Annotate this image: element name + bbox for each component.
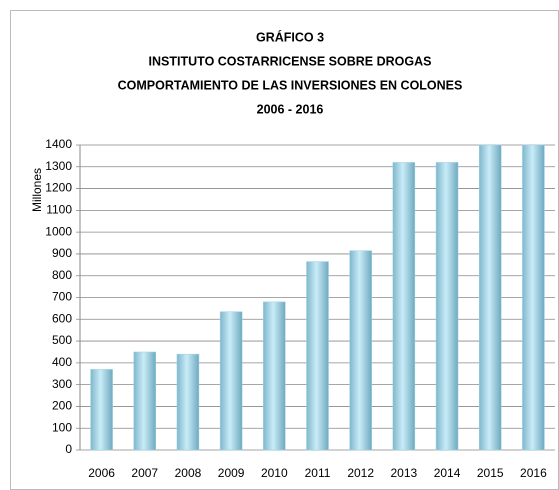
- bar: [478, 144, 502, 451]
- bar: [522, 144, 545, 451]
- y-tick-label: 1200: [45, 181, 72, 195]
- bar: [90, 369, 113, 451]
- y-tick-label: 900: [52, 246, 72, 260]
- x-tick-label: 2010: [261, 466, 288, 480]
- x-tick-label: 2009: [218, 466, 245, 480]
- x-tick-label: 2013: [391, 466, 418, 480]
- bar: [219, 311, 243, 451]
- bar: [133, 351, 157, 451]
- x-tick-label: 2008: [175, 466, 202, 480]
- chart-title: 2006 - 2016: [257, 102, 324, 116]
- y-tick-label: 200: [52, 399, 72, 413]
- y-tick-label: 800: [52, 268, 72, 282]
- y-tick-label: 1100: [46, 203, 72, 217]
- x-tick-label: 2015: [477, 466, 504, 480]
- bar: [392, 162, 416, 451]
- chart-title: INSTITUTO COSTARRICENSE SOBRE DROGAS: [149, 54, 432, 68]
- y-tick-label: 100: [52, 420, 72, 434]
- bar: [306, 261, 329, 451]
- y-tick-label: 400: [52, 355, 72, 369]
- bar: [435, 162, 459, 451]
- x-tick-label: 2007: [131, 466, 158, 480]
- x-tick-label: 2016: [520, 466, 547, 480]
- y-tick-label: 700: [52, 290, 72, 304]
- y-tick-label: 1400: [45, 137, 72, 151]
- y-tick-label: 600: [52, 311, 72, 325]
- x-tick-label: 2011: [305, 466, 331, 480]
- x-tick-label: 2014: [434, 466, 461, 480]
- chart-title: COMPORTAMIENTO DE LAS INVERSIONES EN COL…: [118, 78, 463, 92]
- y-tick-label: 300: [52, 377, 72, 391]
- bar: [176, 353, 200, 451]
- y-tick-label: 0: [65, 442, 72, 456]
- bar: [263, 301, 286, 451]
- x-tick-label: 2006: [88, 466, 115, 480]
- y-tick-label: 500: [52, 333, 72, 347]
- bar: [349, 250, 372, 451]
- chart-title: GRÁFICO 3: [256, 29, 324, 44]
- y-tick-label: 1000: [45, 224, 72, 238]
- x-tick-label: 2012: [347, 466, 374, 480]
- y-axis-label: Millones: [30, 168, 44, 212]
- y-tick-label: 1300: [45, 159, 72, 173]
